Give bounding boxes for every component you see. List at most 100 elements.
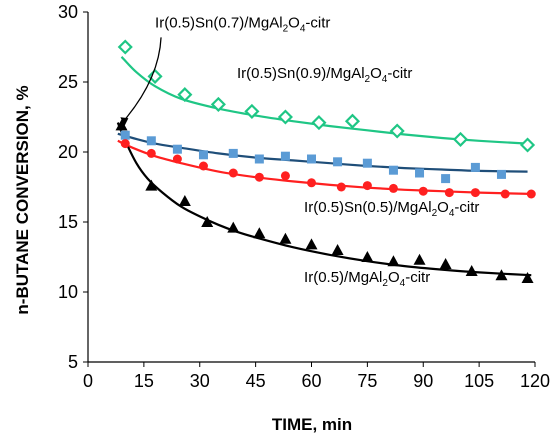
data-point-3: [387, 255, 400, 267]
series-label-part: O: [388, 269, 400, 286]
series-label-part: -citr: [387, 65, 412, 82]
data-point-0: [388, 165, 398, 175]
x-tick-label: 60: [301, 371, 321, 391]
data-point-0: [307, 154, 316, 164]
fit-curve-1: [120, 56, 528, 145]
data-point-1: [117, 39, 133, 55]
series-label-part: O: [437, 199, 449, 216]
data-point-3: [413, 253, 426, 265]
series-label-part: -citr: [454, 199, 479, 216]
series-label-0: Ir(0.5)Sn(0.7)/MgAl2O4-citr: [155, 14, 330, 34]
data-point-0: [254, 154, 264, 164]
data-point-0: [198, 150, 208, 160]
data-point-1: [147, 68, 163, 84]
data-point-3: [305, 238, 318, 250]
series-label-2: Ir(0.5)Sn(0.5)/MgAl2O4-citr: [304, 199, 479, 219]
data-point-0: [441, 174, 451, 184]
data-point-2: [526, 189, 536, 199]
data-point-2: [228, 168, 238, 178]
data-point-3: [279, 232, 292, 244]
data-point-3: [227, 221, 240, 233]
axes: 0 15 30 45 60 75 90 105 120 5 10 15 20 25 30: [58, 2, 550, 391]
data-point-0: [496, 169, 506, 179]
data-point-2: [146, 148, 156, 158]
data-point-2: [500, 189, 510, 199]
data-point-3: [439, 258, 452, 269]
data-point-3: [495, 269, 508, 281]
arrow-head: [120, 117, 129, 127]
data-point-3: [115, 119, 128, 131]
data-point-3: [253, 227, 266, 239]
series-label-part: -citr: [405, 269, 430, 286]
y-tick-label: 20: [58, 142, 78, 162]
series-label-part: O: [370, 65, 382, 82]
data-point-1: [344, 113, 361, 129]
series-labels: Ir(0.5)Sn(0.7)/MgAl2O4-citrIr(0.5)Sn(0.9…: [120, 14, 479, 289]
series-label-part: Ir(0.5)Sn(0.5)/MgAl: [304, 199, 432, 216]
series-label-part: O: [288, 14, 300, 31]
data-point-0: [280, 151, 290, 161]
data-point-0: [470, 162, 480, 172]
series-label-3: Ir(0.5)/MgAl2O4-citr: [304, 269, 430, 289]
data-point-0: [172, 144, 182, 154]
fit-curve-2: [117, 139, 536, 196]
data-point-2: [336, 182, 346, 192]
data-markers: [115, 39, 536, 283]
data-point-2: [280, 171, 290, 181]
series-label-part: 2: [382, 278, 388, 289]
x-tick-label: 30: [190, 371, 210, 391]
y-tick-label: 25: [58, 72, 78, 92]
data-point-2: [444, 188, 454, 198]
series-label-part: 2: [432, 208, 438, 219]
data-point-0: [228, 148, 238, 158]
data-point-3: [521, 272, 534, 283]
data-point-1: [519, 137, 536, 153]
data-point-2: [362, 181, 372, 191]
data-point-2: [418, 186, 428, 196]
x-tick-label: 45: [246, 371, 266, 391]
data-point-0: [415, 168, 425, 178]
data-point-2: [120, 139, 130, 149]
data-point-3: [361, 251, 374, 262]
y-tick-label: 15: [58, 212, 78, 232]
data-point-3: [465, 265, 478, 276]
data-point-2: [388, 183, 398, 193]
data-point-0: [146, 136, 156, 146]
x-tick-label: 105: [464, 371, 494, 391]
series-label-1: Ir(0.5)Sn(0.9)/MgAl2O4-citr: [237, 65, 412, 85]
y-axis-title: n-BUTANE CONVERSION, %: [13, 85, 32, 314]
data-point-1: [244, 103, 260, 119]
data-point-2: [254, 172, 264, 182]
data-point-0: [120, 130, 130, 140]
y-tick-label: 30: [58, 2, 78, 22]
series-label-part: 2: [283, 23, 289, 34]
x-tick-label: 0: [83, 371, 93, 391]
series-label-part: Ir(0.5)Sn(0.7)/MgAl: [155, 14, 283, 31]
x-tick-label: 120: [520, 371, 550, 391]
series-label-part: -citr: [305, 14, 330, 31]
x-axis-title: TIME, min: [272, 415, 352, 434]
series-label-part: 4: [300, 23, 306, 34]
data-point-2: [172, 154, 182, 164]
data-point-2: [307, 178, 316, 188]
data-point-3: [331, 244, 344, 255]
series-label-part: 4: [400, 278, 406, 289]
data-point-1: [311, 115, 327, 131]
data-point-0: [362, 158, 372, 168]
data-point-2: [470, 188, 480, 198]
data-point-1: [210, 96, 226, 112]
data-point-3: [201, 216, 214, 227]
x-tick-label: 90: [413, 371, 433, 391]
x-tick-label: 75: [357, 371, 377, 391]
data-point-0: [333, 157, 343, 167]
y-tick-label: 5: [68, 352, 78, 372]
series-label-part: 4: [449, 208, 455, 219]
data-point-2: [198, 161, 208, 171]
series-label-part: Ir(0.5)/MgAl: [304, 269, 382, 286]
data-point-1: [389, 123, 405, 139]
data-point-1: [452, 131, 469, 147]
x-tick-label: 15: [134, 371, 154, 391]
annotation-arrow: [123, 37, 162, 121]
series-label-part: 4: [382, 74, 388, 85]
